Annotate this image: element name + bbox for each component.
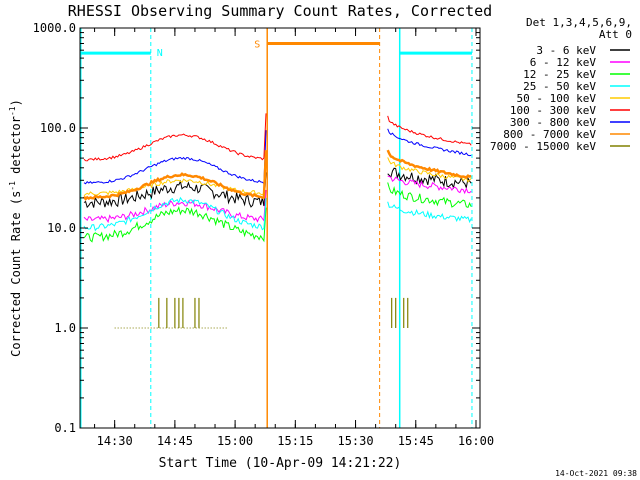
legend-label-4: 50 - 100 keV [517, 92, 597, 105]
series-layer [82, 113, 472, 329]
series-6-segment-1 [83, 130, 267, 185]
y-tick-label: 10.0 [47, 221, 76, 235]
series-0-segment-1 [83, 172, 267, 209]
y-axis-label-main: Corrected Count Rate (s [9, 191, 23, 357]
x-tick-label: 15:15 [277, 434, 313, 448]
x-tick-label: 16:00 [458, 434, 494, 448]
chart-title: RHESSI Observing Summary Count Rates, Co… [68, 2, 492, 20]
series-4-segment-2 [387, 157, 472, 183]
legend-label-3: 25 - 50 keV [523, 80, 596, 93]
series-7-segment-2 [386, 149, 472, 179]
axes: 0.1 1.0 10.0 100.0 1000.0 14:30 14:45 15:00 15:1… [33, 21, 494, 448]
series-0-segment-2 [387, 167, 472, 190]
legend-header-line-1: Det 1,3,4,5,6,9, [526, 16, 632, 29]
plot-area: NS [80, 28, 473, 428]
x-tick-label: 15:00 [217, 434, 253, 448]
series-6-segment-2 [387, 128, 472, 157]
legend-label-1: 6 - 12 keV [530, 56, 597, 69]
y-axis-label-sup1: -1 [8, 181, 17, 191]
series-3-segment-1 [83, 196, 267, 232]
x-tick-label: 15:45 [398, 434, 434, 448]
legend-label-0: 3 - 6 keV [536, 44, 596, 57]
legend-label-2: 12 - 25 keV [523, 68, 596, 81]
x-tick-label: 14:45 [157, 434, 193, 448]
y-tick-label: 0.1 [54, 421, 76, 435]
night-marker-label: N [157, 48, 163, 59]
legend-label-7: 800 - 7000 keV [503, 128, 596, 141]
series-5-segment-2 [387, 115, 472, 146]
series-1-segment-2 [387, 175, 472, 195]
x-tick-label: 14:30 [97, 434, 133, 448]
saa-marker-label: S [254, 39, 260, 50]
footer-timestamp: 14-Oct-2021 09:38 [555, 469, 637, 478]
series-5-segment-1 [83, 113, 267, 162]
y-tick-label: 1.0 [54, 321, 76, 335]
series-2-segment-2 [387, 182, 472, 209]
y-axis-label: Corrected Count Rate (s-1 detector-1) [8, 99, 23, 357]
x-tick-label: 15:30 [337, 434, 373, 448]
y-tick-label: 1000.0 [33, 21, 76, 35]
series-2-segment-1 [83, 205, 267, 243]
x-axis-label: Start Time (10-Apr-09 14:21:22) [159, 456, 402, 471]
series-1-segment-1 [83, 189, 267, 224]
series-3-segment-2 [387, 201, 472, 224]
y-axis-label-sup2: -1 [8, 106, 17, 116]
legend-label-5: 100 - 300 keV [510, 104, 596, 117]
y-axis-label-mid: detector [9, 116, 23, 181]
y-tick-label: 100.0 [40, 121, 76, 135]
legend-label-6: 300 - 800 keV [510, 116, 596, 129]
series-4-segment-1 [83, 163, 267, 197]
legend-header-line-2: Att 0 [599, 28, 632, 41]
series-7-segment-1 [82, 150, 268, 201]
legend-label-8: 7000 - 15000 keV [490, 140, 596, 153]
y-axis-label-end: ) [9, 99, 23, 106]
